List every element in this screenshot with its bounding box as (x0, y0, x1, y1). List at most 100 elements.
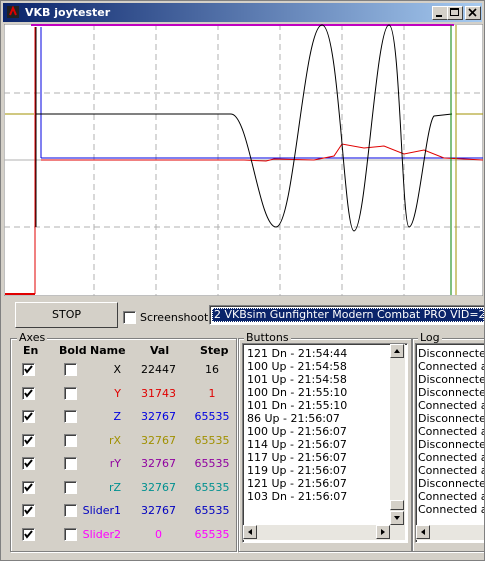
bold-checkbox[interactable] (64, 433, 77, 447)
bold-checkbox[interactable] (64, 457, 77, 470)
log-entry: Disconnecte (418, 412, 485, 425)
button-event: 119 Up - 21:56:07 (247, 464, 347, 477)
button-event: 86 Up - 21:56:07 (247, 412, 340, 425)
close-button[interactable] (465, 6, 481, 20)
button-event: 100 Dn - 21:55:10 (247, 386, 348, 399)
scroll-left[interactable] (243, 525, 257, 539)
log-entry: Connected at (418, 490, 485, 503)
log-entry: Disconnecte (418, 386, 485, 399)
buttons-legend: Buttons (244, 331, 291, 344)
scroll-down[interactable] (390, 511, 404, 525)
h-scrollbar[interactable] (243, 525, 405, 540)
button-event: 100 Up - 21:54:58 (247, 360, 347, 373)
axis-value: 32767 (141, 410, 176, 423)
log-entry: Connected at (418, 464, 485, 477)
axes-group (10, 338, 237, 552)
axis-name: Slider2 (82, 527, 121, 541)
app-icon (7, 5, 19, 18)
axis-name: Slider1 (82, 504, 121, 517)
bold-checkbox[interactable] (64, 527, 77, 541)
buttons-list[interactable]: 121 Dn - 21:54:44 100 Up - 21:54:58 101 Up… (242, 343, 408, 543)
log-entry: Connected at (418, 360, 485, 373)
enable-checkbox[interactable] (22, 363, 35, 376)
axis-value: 32767 (141, 480, 176, 494)
bold-checkbox[interactable] (64, 480, 77, 494)
buttons-group (238, 338, 412, 552)
scroll-up[interactable] (390, 344, 404, 358)
button-event: 114 Up - 21:56:07 (247, 438, 347, 451)
log-entry: Disconnecte (418, 477, 485, 490)
device-selected: 2 VKBsim Gunfighter Modern Combat PRO VI… (212, 308, 484, 322)
stop-button[interactable]: STOP (15, 302, 118, 328)
title-bar: VKB joytester (3, 3, 482, 22)
axis-step: 65535 (194, 480, 230, 494)
log-legend: Log (418, 331, 442, 344)
axis-step: 65535 (194, 527, 230, 541)
log-entry: Connected at (418, 399, 485, 412)
log-group (412, 338, 484, 552)
axis-step: 65535 (194, 504, 230, 517)
log-entry: Disconnecte (418, 373, 485, 386)
button-event: 101 Dn - 21:55:10 (247, 399, 348, 412)
bold-checkbox[interactable] (64, 504, 77, 517)
axis-name: X (113, 363, 121, 376)
enable-checkbox[interactable] (22, 386, 35, 400)
axes-header: Bold (59, 344, 87, 357)
axis-value: 32767 (141, 457, 176, 470)
enable-checkbox[interactable] (22, 433, 35, 447)
screenshot-checkbox[interactable] (123, 311, 136, 324)
axis-value: 22447 (141, 363, 176, 376)
enable-checkbox[interactable] (22, 457, 35, 470)
axis-value: 32767 (141, 504, 176, 517)
device-dropdown[interactable]: 2 VKBsim Gunfighter Modern Combat PRO VI… (209, 305, 484, 325)
enable-checkbox[interactable] (22, 504, 35, 517)
log-entry: Disconnecte (418, 438, 485, 451)
button-event: 101 Up - 21:54:58 (247, 373, 347, 386)
axis-step: 65535 (194, 410, 230, 423)
axis-step: 1 (208, 386, 216, 400)
log-entry: Connected at (418, 451, 485, 464)
scroll-left[interactable] (416, 525, 430, 539)
v-scrollbar[interactable] (390, 344, 405, 525)
button-event: 117 Up - 21:56:07 (247, 451, 347, 464)
maximize-button[interactable] (447, 6, 463, 20)
log-entry: Disconnecte (418, 347, 485, 360)
axis-name: Y (114, 386, 121, 400)
button-event: 100 Up - 21:56:07 (247, 425, 347, 438)
screenshot-label: Screenshoot (140, 311, 209, 324)
scroll-thumb[interactable] (390, 500, 404, 510)
enable-checkbox[interactable] (22, 527, 35, 541)
graph (4, 24, 483, 296)
log-list[interactable]: Disconnecte Connected at Disconnecte Discon… (415, 343, 485, 543)
axis-step: 65535 (194, 433, 230, 447)
minimize-button[interactable] (432, 6, 448, 20)
enable-checkbox[interactable] (22, 480, 35, 494)
bold-checkbox[interactable] (64, 410, 77, 423)
button-event: 121 Dn - 21:54:44 (247, 347, 348, 360)
enable-checkbox[interactable] (22, 410, 35, 423)
axes-header: Name (90, 344, 126, 357)
axis-step: 65535 (194, 457, 230, 470)
log-entry: Connected at (418, 425, 485, 438)
axis-name: rY (109, 457, 121, 470)
axis-value: 32767 (141, 433, 176, 447)
axes-header: En (23, 344, 39, 357)
axis-step: 16 (205, 363, 219, 376)
button-event: 121 Up - 21:56:07 (247, 477, 347, 490)
axis-name: Z (113, 410, 121, 423)
axes-header: Step (200, 344, 229, 357)
scroll-right[interactable] (376, 525, 390, 539)
axis-name: rZ (108, 480, 121, 494)
window-title: VKB joytester (25, 6, 111, 19)
button-event: 103 Dn - 21:56:07 (247, 490, 348, 503)
axis-value: 0 (155, 527, 162, 541)
stop-label: STOP (52, 308, 81, 321)
axes-legend: Axes (17, 331, 48, 344)
h-scrollbar[interactable] (416, 525, 484, 540)
axes-header: Val (150, 344, 170, 357)
axis-value: 31743 (141, 386, 176, 400)
bold-checkbox[interactable] (64, 363, 77, 376)
bold-checkbox[interactable] (64, 386, 77, 400)
axis-name: rX (108, 433, 121, 447)
